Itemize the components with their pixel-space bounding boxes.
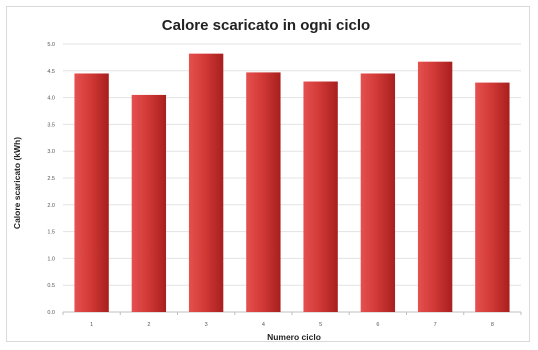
y-tick-label: 0.0: [47, 310, 55, 316]
x-tick-label: 2: [147, 322, 150, 328]
y-tick-label: 3.5: [47, 122, 55, 128]
chart-frame: Calore scaricato in ogni ciclo 0.0 0.5 1.0…: [6, 6, 530, 342]
y-tick-label: 5.0: [47, 42, 55, 48]
y-tick-label: 2.0: [47, 203, 55, 209]
y-tick-label: 2.5: [47, 176, 55, 182]
ticks-layer: 0.0 0.5 1.0 1.5 2.0 2.5 3.0 3.5 4.0 4.5 5.0 1 2 3 4 5 6 7…: [47, 42, 522, 328]
x-tick-label: 8: [491, 322, 494, 328]
bars-layer: [74, 53, 510, 313]
x-axis-label: Numero ciclo: [267, 332, 321, 342]
y-axis-label: Calore scaricato (kWh): [12, 137, 22, 229]
bar-ciclo-2: [131, 94, 167, 312]
y-tick-label: 0.5: [47, 283, 55, 289]
y-tick-label: 3.0: [47, 149, 55, 155]
x-tick-label: 3: [205, 322, 208, 328]
bar-ciclo-5: [303, 81, 338, 313]
x-tick-label: 7: [434, 322, 437, 328]
y-tick-label: 4.5: [47, 69, 55, 75]
x-tick-label: 5: [319, 322, 322, 328]
x-tick-label: 6: [376, 322, 379, 328]
x-tick-label: 4: [262, 322, 265, 328]
bar-ciclo-1: [74, 73, 109, 312]
y-tick-label: 1.0: [47, 256, 55, 262]
bar-ciclo-7: [417, 61, 453, 312]
bar-ciclo-4: [246, 72, 281, 313]
bar-ciclo-8: [475, 82, 510, 312]
bar-ciclo-6: [360, 73, 396, 312]
y-tick-label: 1.5: [47, 230, 55, 236]
x-tick-label: 1: [90, 322, 93, 328]
chart-title: Calore scaricato in ogni ciclo: [162, 17, 370, 34]
bar-ciclo-3: [188, 53, 224, 312]
y-tick-label: 4.0: [47, 96, 55, 102]
bar-chart: Calore scaricato in ogni ciclo 0.0 0.5 1.0…: [12, 17, 522, 342]
